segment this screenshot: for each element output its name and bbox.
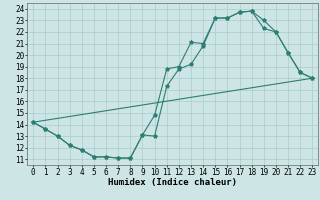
X-axis label: Humidex (Indice chaleur): Humidex (Indice chaleur) bbox=[108, 178, 237, 187]
